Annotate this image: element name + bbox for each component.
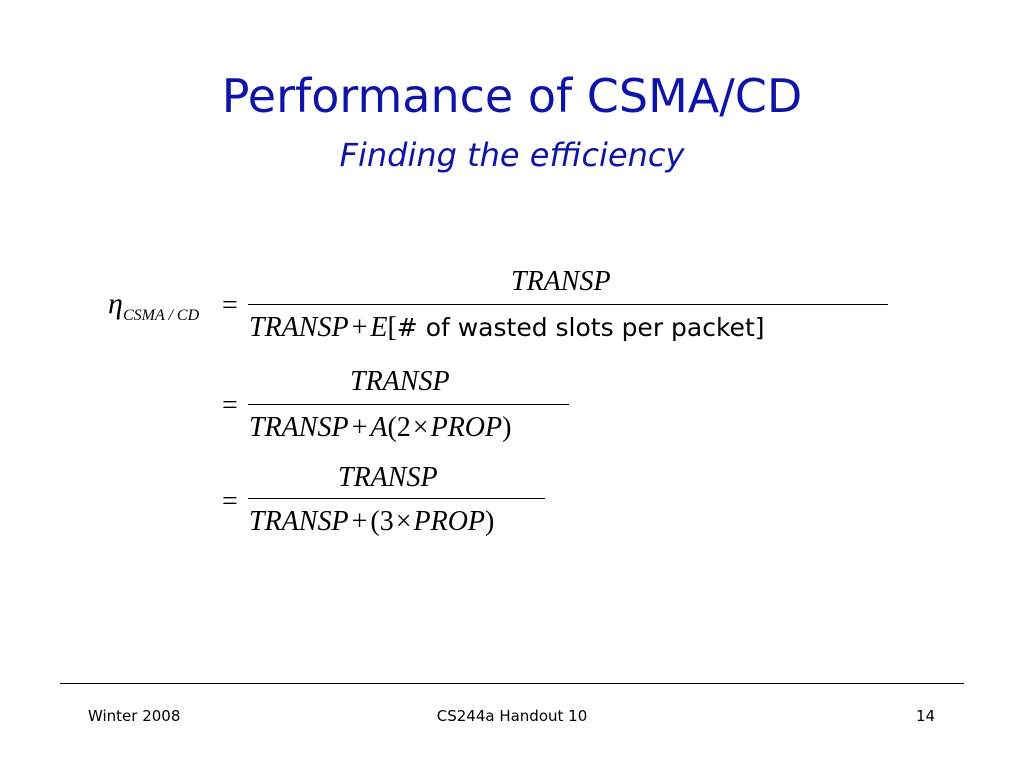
eta-subscript: CSMA / CD [123,307,200,324]
equals-sign-3: = [222,486,238,517]
equals-sign-1: = [222,290,238,321]
line3-fraction-bar [248,498,545,499]
line2-den-paren-open: ( [387,412,397,443]
line2-fraction-bar [248,404,569,405]
slide-title: Performance of CSMA/CD [221,69,803,123]
line1-denominator: TRANSP + E[# of wasted slots per packet] [249,312,765,344]
line1-den-text: # of wasted slots per packet] [396,313,765,342]
footer-left: Winter 2008 [88,707,181,725]
eta-symbol: η [108,287,123,320]
line3-den-three: 3 [379,506,394,537]
line2-den-a: A [370,412,388,443]
line2-numerator: TRANSP [350,366,450,397]
line3-den-prop: PROP [413,506,486,537]
line1-den-transp: TRANSP [249,312,349,343]
line2-den-paren-close: ) [502,412,512,443]
line2-den-prop: PROP [430,412,503,443]
equals-sign-2: = [222,390,238,421]
line1-fraction-bar [248,304,888,305]
line2-den-transp: TRANSP [249,412,349,443]
line3-denominator: TRANSP + (3×PROP) [249,506,494,538]
slide-subtitle: Finding the efficiency [339,136,685,174]
line1-den-plus: + [351,312,368,343]
line1-den-e: E [370,312,388,343]
line1-den-bracket: [ [387,312,397,343]
footer-center: CS244a Handout 10 [436,707,588,725]
line1-numerator: TRANSP [511,266,611,297]
line3-den-paren-close: ) [485,506,495,537]
line2-den-two: 2 [396,412,411,443]
line3-den-plus: + [351,506,368,537]
line3-den-paren-open: ( [370,506,380,537]
line2-den-times: × [412,412,429,443]
line3-numerator: TRANSP [338,462,438,493]
line2-den-plus: + [351,412,368,443]
line3-den-times: × [395,506,412,537]
line2-denominator: TRANSP + A(2×PROP) [249,412,511,444]
footer-page-number: 14 [916,707,936,725]
footer-divider [60,683,964,684]
line3-den-transp: TRANSP [249,506,349,537]
